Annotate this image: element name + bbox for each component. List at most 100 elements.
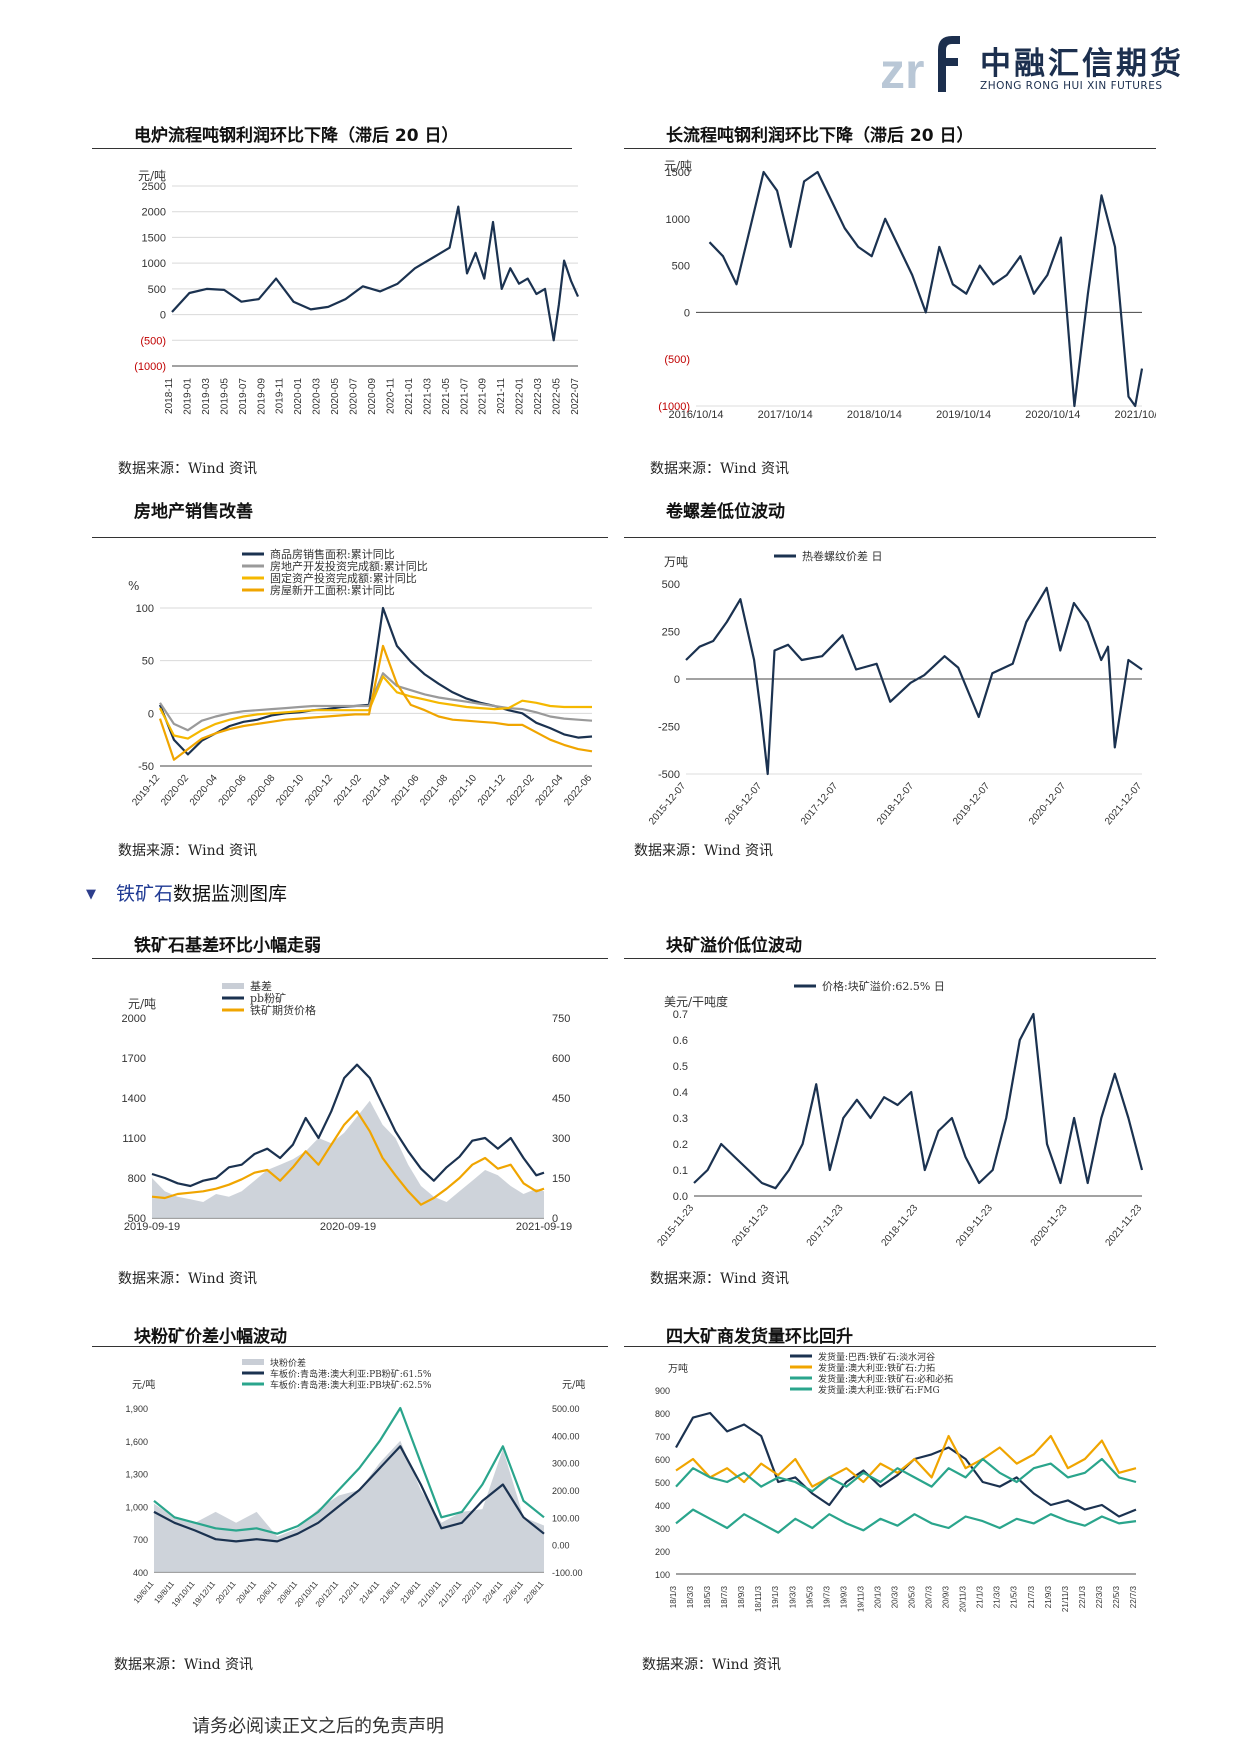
y-tick-label: (1000): [658, 401, 690, 413]
y-tick-label: 0: [148, 708, 154, 720]
y-tick-label: 1100: [122, 1133, 146, 1145]
x-tick-label: 2018/10/14: [847, 409, 902, 421]
x-tick-label: 19/3/3: [788, 1585, 797, 1608]
x-tick-label: 2022-07: [570, 378, 581, 415]
x-tick-label: 2022-02: [505, 773, 537, 809]
legend-label: 发货量:澳大利亚:铁矿石:力拓: [818, 1362, 935, 1374]
x-tick-label: 20/3/3: [890, 1585, 899, 1608]
x-tick-label: 20/12/11: [314, 1579, 341, 1609]
series-line: [153, 1445, 545, 1543]
y-tick-label: 500: [662, 579, 680, 591]
chart-lump-premium: 美元/干吨度 0.7 0.6 0.5 0.4 0.3 0.2 0.1 0.0 2015-11-23…: [624, 970, 1156, 1260]
y2-tick-label: 600: [552, 1053, 570, 1065]
x-tick-label: 2019-07: [238, 378, 249, 415]
arrow-down-icon: ▼: [86, 887, 96, 902]
data-source: 数据来源：Wind 资讯: [118, 461, 258, 477]
chart-real-estate: % 100 50 0 -50 2019-12 2020-02 2020-04 2020-06 20…: [92, 546, 608, 836]
legend-label: 块粉价差: [270, 1357, 306, 1369]
chart-hrc-rebar-spread: 万吨 500 250 0 -250 -500 2015-12-07 2016-12-07 201…: [624, 546, 1156, 836]
y-tick-label: 400: [655, 1501, 670, 1511]
data-source: 数据来源：Wind 资讯: [650, 461, 790, 477]
x-tick-label: 18/3/3: [686, 1585, 695, 1608]
y-tick-label: 800: [128, 1173, 146, 1185]
title-divider: [624, 1346, 1156, 1347]
y-tick-label: 0: [674, 674, 680, 686]
x-tick-label: 19/7/3: [822, 1585, 831, 1608]
x-tick-label: 2016/10/14: [668, 409, 723, 421]
chart-title-c7: 块粉矿价差小幅波动: [134, 1327, 287, 1347]
x-tick-label: 2021-06: [389, 773, 421, 809]
y-tick-label: 50: [142, 656, 154, 668]
y-tick-label: 0.5: [673, 1061, 688, 1073]
x-tick-label: 21/6/11: [378, 1579, 402, 1605]
x-tick-label: 2020-06: [217, 773, 249, 809]
unit-label: 美元/干吨度: [664, 994, 728, 1009]
x-tick-label: 21/3/3: [993, 1585, 1002, 1608]
y-tick-label: 0.4: [673, 1087, 688, 1099]
y-tick-label: 2500: [142, 181, 166, 193]
unit-label: 万吨: [664, 555, 688, 569]
legend-label: 价格:块矿溢价:62.5% 日: [822, 979, 945, 993]
x-tick-label: 19/9/3: [839, 1585, 848, 1608]
x-tick-label: 2021-11: [496, 378, 507, 414]
title-divider: [92, 537, 608, 538]
footer-disclaimer: 请务必阅读正文之后的免责声明: [192, 1716, 444, 1737]
y-tick-label: 200: [655, 1547, 670, 1557]
x-tick-label: 2021-02: [332, 773, 364, 809]
x-tick-label: 2016-12-07: [723, 781, 765, 828]
title-divider: [92, 148, 572, 149]
y-tick-label: 0: [684, 307, 690, 319]
y2-tick-label: 100.00: [552, 1513, 580, 1523]
chart-four-miners-shipments: 万吨 900 800 700 600 500 400 300 200 100 18/1/3 18/3/…: [624, 1352, 1156, 1634]
y-tick-label: (500): [664, 354, 690, 366]
x-tick-label: 2022-04: [533, 773, 565, 809]
y-tick-label: 0: [160, 310, 166, 322]
x-tick-label: 2021-10: [447, 773, 479, 809]
title-divider: [624, 148, 1156, 149]
x-tick-label: 21/4/11: [358, 1579, 382, 1605]
legend-label: 热卷螺纹价差 日: [802, 549, 883, 563]
x-tick-label: 18/1/3: [669, 1585, 678, 1608]
series-line: [153, 1406, 545, 1535]
x-tick-label: 2020-07: [349, 378, 360, 415]
chart-long-process-profit: 元/吨 1500 1000 500 0 (500) (1000) 2016/10/14 2017…: [624, 158, 1156, 450]
series-line: [151, 1110, 545, 1206]
chart-svg: 元/吨 元/吨 1,900 1,600 1,300 1,000 700 400 500.00 40…: [125, 1357, 585, 1609]
y-tick-label: 600: [655, 1455, 670, 1465]
x-tick-label: 2020-12-07: [1027, 781, 1069, 828]
legend-label: 车板价:青岛港:澳大利亚:PB块矿:62.5%: [270, 1379, 432, 1391]
chart-title-c6: 块矿溢价低位波动: [666, 936, 802, 956]
y2-tick-label: -100.00: [552, 1568, 583, 1578]
x-tick-label: 2020-09-19: [320, 1221, 376, 1233]
legend-label: 发货量:澳大利亚:铁矿石:必和必拓: [818, 1373, 953, 1385]
x-tick-label: 2020/10/14: [1025, 409, 1080, 421]
x-tick-label: 2021-09-19: [516, 1221, 572, 1233]
x-tick-label: 18/7/3: [720, 1585, 729, 1608]
x-tick-label: 2017-12-07: [799, 781, 841, 828]
y-tick-label: -50: [138, 761, 154, 773]
series-line: [158, 606, 593, 756]
series-line: [708, 170, 1144, 408]
y-tick-label: 1,000: [125, 1502, 148, 1512]
x-tick-label: 2019-11: [275, 378, 286, 414]
y-tick-label: 100: [136, 603, 154, 615]
logo-english-name: ZHONG RONG HUI XIN FUTURES: [980, 80, 1163, 92]
y-tick-label: 1500: [666, 167, 690, 179]
x-tick-label: 2020-03: [312, 378, 323, 415]
data-source: 数据来源：Wind 资讯: [114, 1657, 254, 1673]
series-line: [151, 1063, 545, 1188]
x-tick-label: 2019-09: [256, 378, 267, 415]
y-tick-label: 1400: [122, 1093, 146, 1105]
x-tick-label: 2019-09-19: [124, 1221, 180, 1233]
y2-tick-label: 200.00: [552, 1486, 580, 1496]
y-tick-label: 250: [662, 627, 680, 639]
x-tick-label: 22/4/11: [481, 1579, 505, 1605]
x-tick-label: 2021-08: [418, 773, 450, 809]
x-tick-label: 2022-06: [562, 773, 594, 809]
y-tick-label: 500: [128, 1213, 146, 1225]
unit-label: 元/吨: [664, 159, 692, 173]
y2-tick-label: 0.00: [552, 1541, 570, 1551]
x-tick-label: 20/5/3: [908, 1585, 917, 1608]
x-tick-label: 2021-04: [361, 773, 393, 809]
